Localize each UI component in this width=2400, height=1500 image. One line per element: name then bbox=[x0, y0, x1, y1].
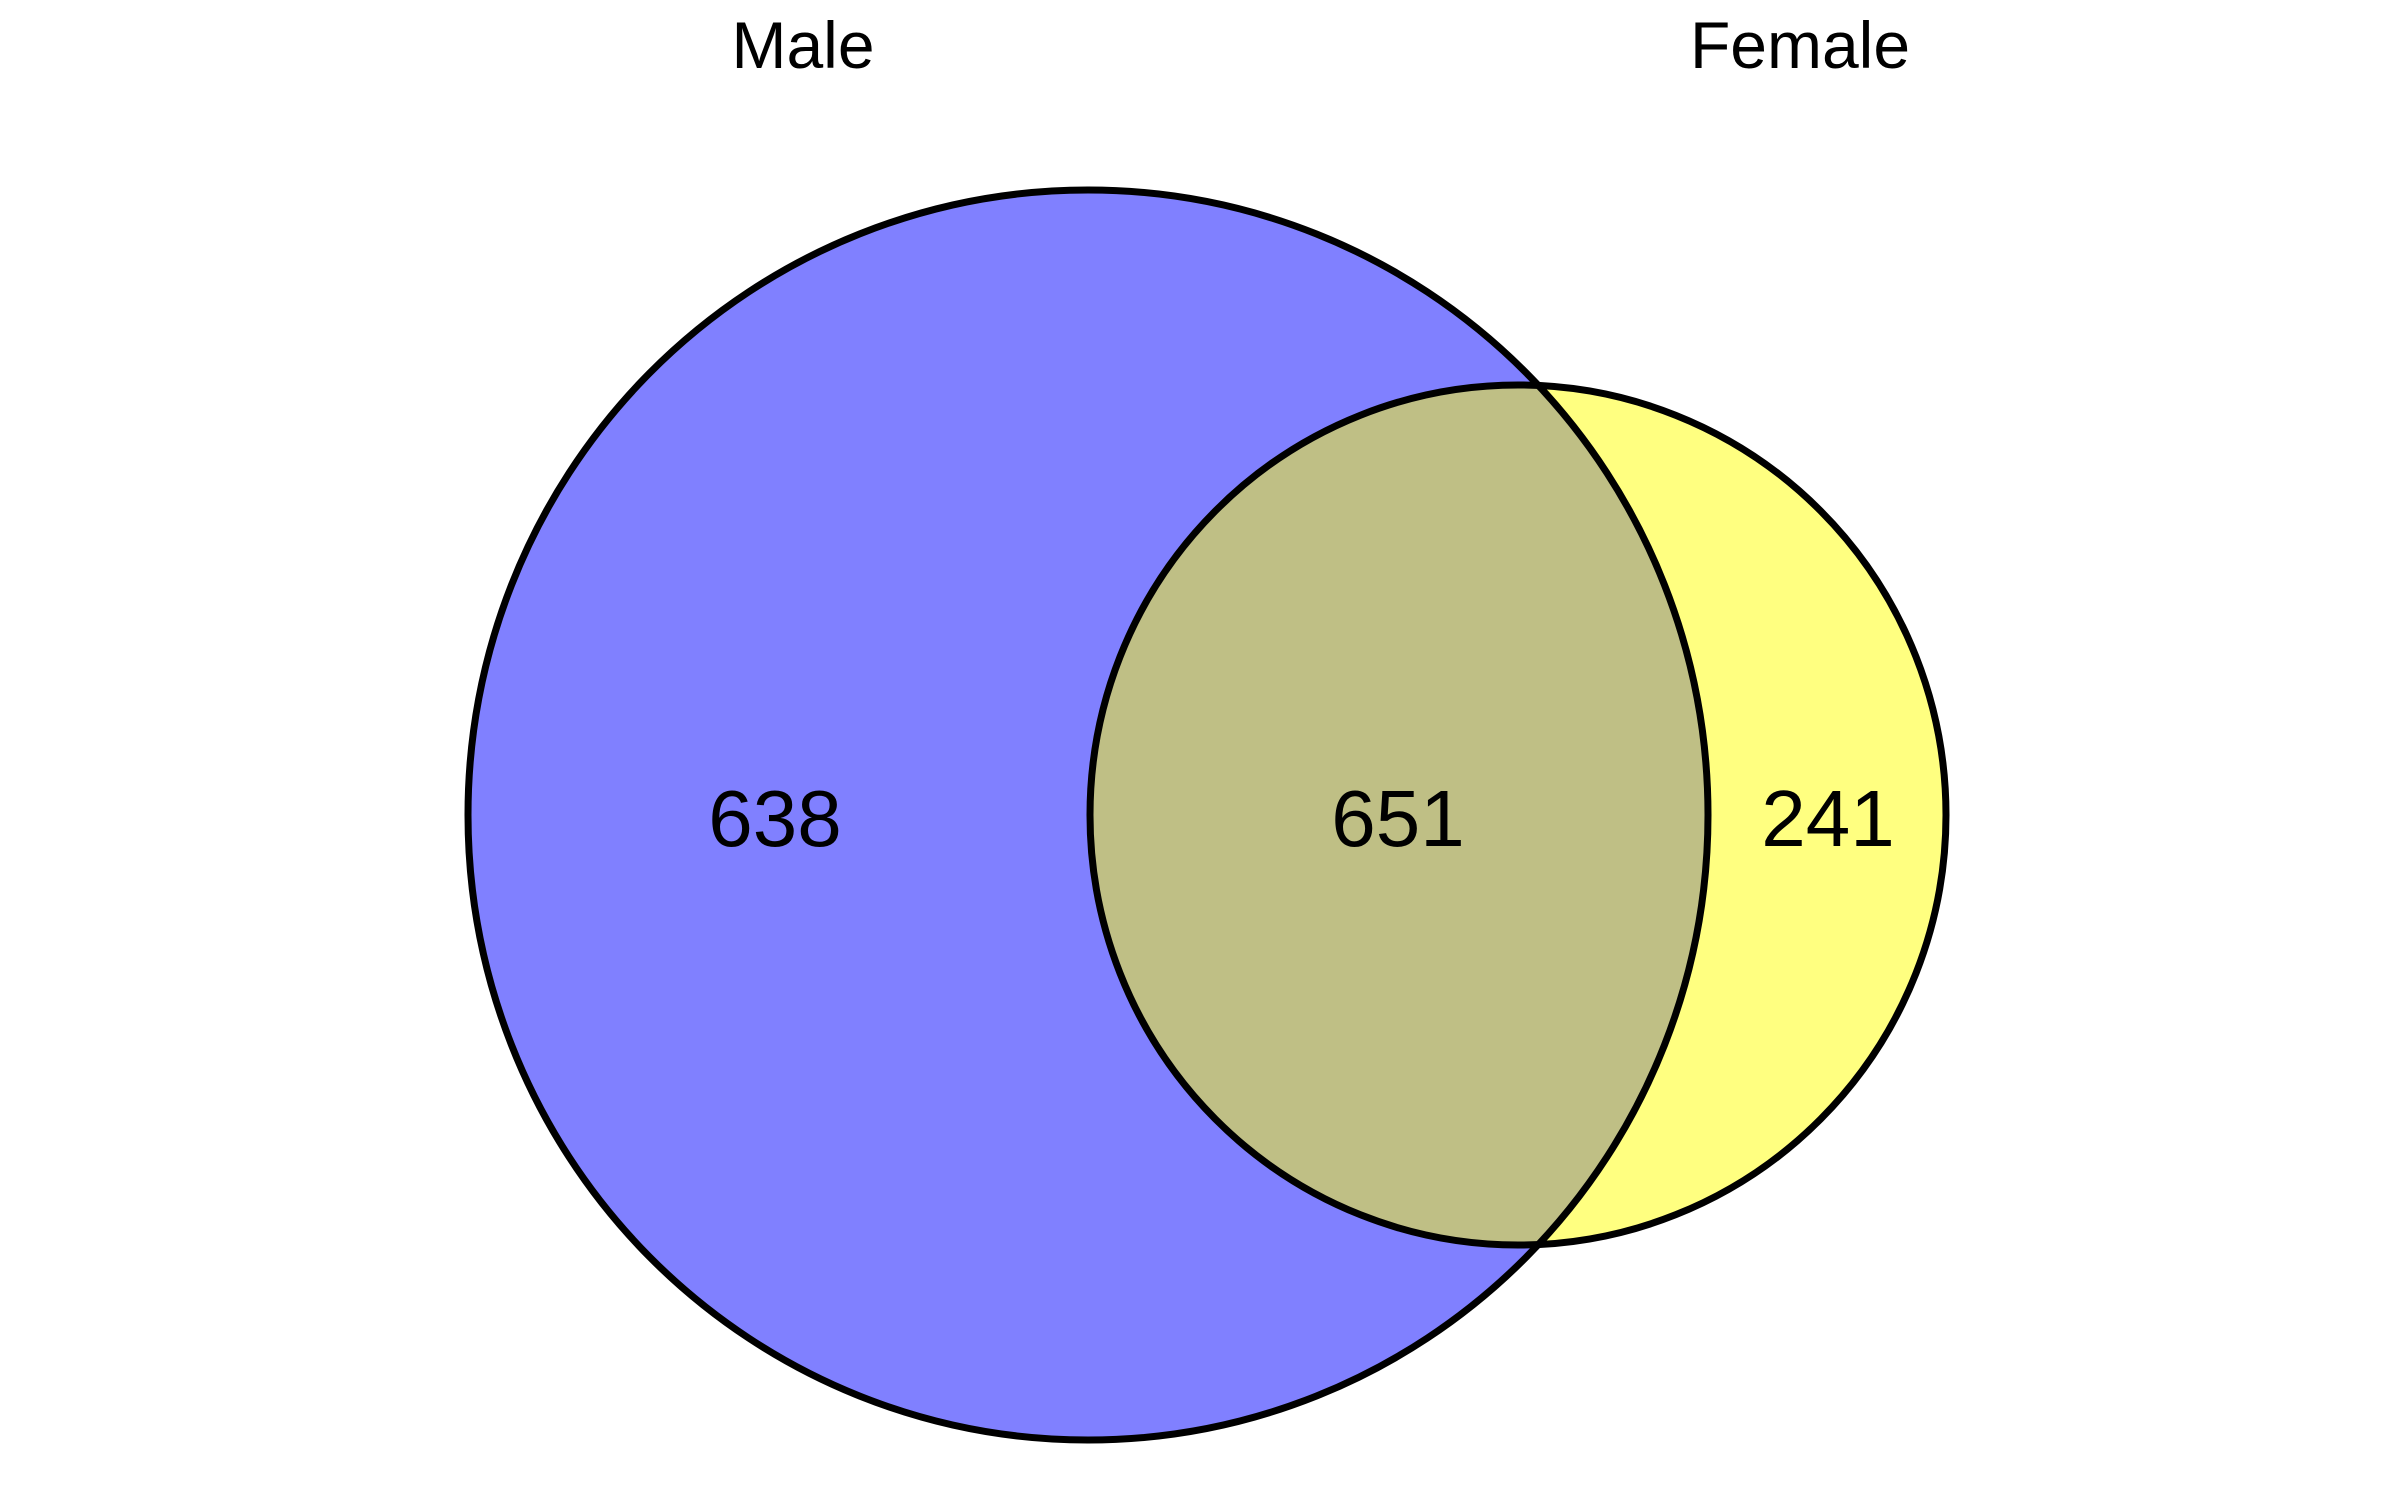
male-set-label: Male bbox=[731, 8, 874, 82]
male-set-outline bbox=[464, 186, 1712, 1444]
female-set-label: Female bbox=[1690, 8, 1910, 82]
female-set-outline bbox=[1086, 381, 1950, 1249]
male-only-count: 638 bbox=[708, 774, 841, 863]
intersection-count: 651 bbox=[1331, 774, 1464, 863]
intersection-region bbox=[1090, 385, 1708, 1245]
female-only-count: 241 bbox=[1761, 774, 1894, 863]
